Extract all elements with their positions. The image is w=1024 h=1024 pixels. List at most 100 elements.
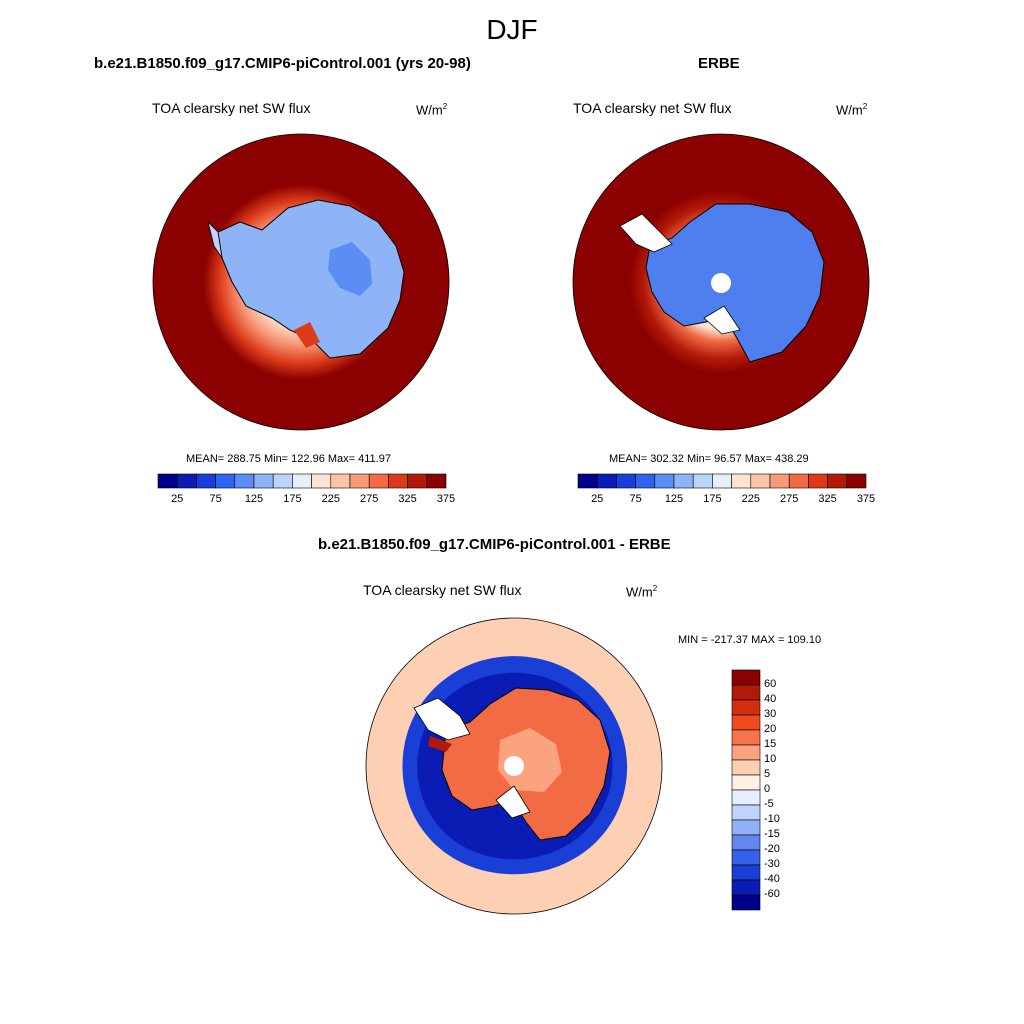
panel3-title: b.e21.B1850.f09_g17.CMIP6-piControl.001 … <box>318 536 671 553</box>
colorbar-tick-label: 15 <box>764 738 777 750</box>
colorbar-swatch <box>311 473 332 489</box>
colorbar-swatch <box>731 684 761 701</box>
colorbar-tick-label: 20 <box>764 723 777 735</box>
colorbar-tick-label: 5 <box>764 768 771 780</box>
colorbar-tick-label: 175 <box>703 493 722 505</box>
colorbar-swatch <box>750 473 771 489</box>
colorbar-swatch <box>157 473 178 489</box>
colorbar-tick-label: -10 <box>764 813 780 825</box>
panel2-colorbar <box>577 473 867 489</box>
colorbar-swatch <box>368 473 389 489</box>
colorbar-tick-label: 10 <box>764 753 777 765</box>
colorbar-swatch <box>731 834 761 851</box>
colorbar-tick-label: 40 <box>764 693 777 705</box>
colorbar-tick-label: 175 <box>283 493 302 505</box>
panel3-stats: MIN = -217.37 MAX = 109.10 <box>678 634 822 646</box>
colorbar-swatch <box>330 473 351 489</box>
panel3-variable: TOA clearsky net SW flux <box>363 582 522 598</box>
colorbar-swatch <box>731 744 761 761</box>
colorbar-swatch <box>234 473 255 489</box>
colorbar-swatch <box>731 804 761 821</box>
colorbar-swatch <box>196 473 216 489</box>
colorbar-swatch <box>731 759 761 776</box>
colorbar-swatch <box>253 473 274 489</box>
colorbar-tick-label: 325 <box>818 493 837 505</box>
colorbar-tick-label: -20 <box>764 843 780 855</box>
panel1-title: b.e21.B1850.f09_g17.CMIP6-piControl.001 … <box>94 55 471 72</box>
colorbar-swatch <box>577 473 598 489</box>
colorbar-swatch <box>808 473 828 489</box>
colorbar-swatch <box>616 473 636 489</box>
colorbar-swatch <box>731 864 761 881</box>
colorbar-swatch <box>788 473 809 489</box>
colorbar-tick-label: 125 <box>664 493 684 505</box>
colorbar-tick-label: 25 <box>171 493 184 505</box>
colorbar-swatch <box>596 473 617 489</box>
colorbar-swatch <box>731 879 761 896</box>
colorbar-swatch <box>388 473 408 489</box>
panel1-colorbar <box>157 473 447 489</box>
colorbar-tick-label: 325 <box>398 493 417 505</box>
panel2-variable: TOA clearsky net SW flux <box>573 100 732 116</box>
colorbar-tick-label: 375 <box>436 493 456 505</box>
panel2-map-border <box>572 133 870 431</box>
colorbar-swatch <box>349 473 370 489</box>
colorbar-swatch <box>731 774 761 791</box>
colorbar-swatch <box>731 819 761 836</box>
colorbar-swatch <box>731 669 761 686</box>
colorbar-tick-label: -60 <box>764 888 780 900</box>
colorbar-swatch <box>292 473 312 489</box>
panel1-variable: TOA clearsky net SW flux <box>152 100 311 116</box>
panel3-units: W/m2 <box>626 584 658 600</box>
colorbar-swatch <box>731 473 752 489</box>
colorbar-tick-label: -30 <box>764 858 780 870</box>
colorbar-tick-label: 125 <box>244 493 264 505</box>
colorbar-tick-label: 225 <box>741 493 760 505</box>
colorbar-tick-label: 75 <box>629 493 642 505</box>
colorbar-swatch <box>215 473 236 489</box>
panel2-stats: MEAN= 302.32 Min= 96.57 Max= 438.29 <box>609 453 809 465</box>
panel1-units: W/m2 <box>416 102 448 118</box>
colorbar-tick-label: -5 <box>764 798 774 810</box>
colorbar-swatch <box>712 473 732 489</box>
colorbar-swatch <box>654 473 675 489</box>
colorbar-swatch <box>827 473 848 489</box>
panel3-map-border <box>365 617 663 915</box>
colorbar-tick-label: -40 <box>764 873 780 885</box>
panel1-map <box>153 134 449 430</box>
colorbar-swatch <box>731 894 761 911</box>
colorbar-tick-label: 275 <box>780 493 799 505</box>
panel1-stats: MEAN= 288.75 Min= 122.96 Max= 411.97 <box>186 453 391 465</box>
colorbar-tick-label: 25 <box>591 493 604 505</box>
colorbar-swatch <box>673 473 694 489</box>
colorbar-swatch <box>731 714 761 731</box>
colorbar-tick-label: 375 <box>856 493 876 505</box>
figure-title: DJF <box>486 14 538 45</box>
colorbar-swatch <box>407 473 428 489</box>
colorbar-tick-label: 225 <box>321 493 340 505</box>
colorbar-tick-label: 75 <box>209 493 222 505</box>
colorbar-tick-label: 275 <box>360 493 379 505</box>
panel2-title: ERBE <box>698 55 740 72</box>
colorbar-tick-label: 60 <box>764 678 777 690</box>
panel2-map <box>573 134 869 430</box>
panel3-map <box>366 618 662 914</box>
colorbar-swatch <box>635 473 656 489</box>
panel3-colorbar <box>731 669 761 911</box>
panel2-units: W/m2 <box>836 102 868 118</box>
colorbar-swatch <box>176 473 197 489</box>
colorbar-swatch <box>272 473 293 489</box>
colorbar-swatch <box>731 789 761 806</box>
panel1-map-border <box>152 133 450 431</box>
colorbar-swatch <box>731 849 761 866</box>
colorbar-tick-label: 30 <box>764 708 777 720</box>
colorbar-swatch <box>692 473 713 489</box>
colorbar-swatch <box>769 473 790 489</box>
colorbar-tick-label: -15 <box>764 828 780 840</box>
colorbar-swatch <box>731 699 761 716</box>
colorbar-tick-label: 0 <box>764 783 771 795</box>
colorbar-swatch <box>426 473 447 489</box>
colorbar-swatch <box>731 729 761 746</box>
colorbar-swatch <box>846 473 867 489</box>
